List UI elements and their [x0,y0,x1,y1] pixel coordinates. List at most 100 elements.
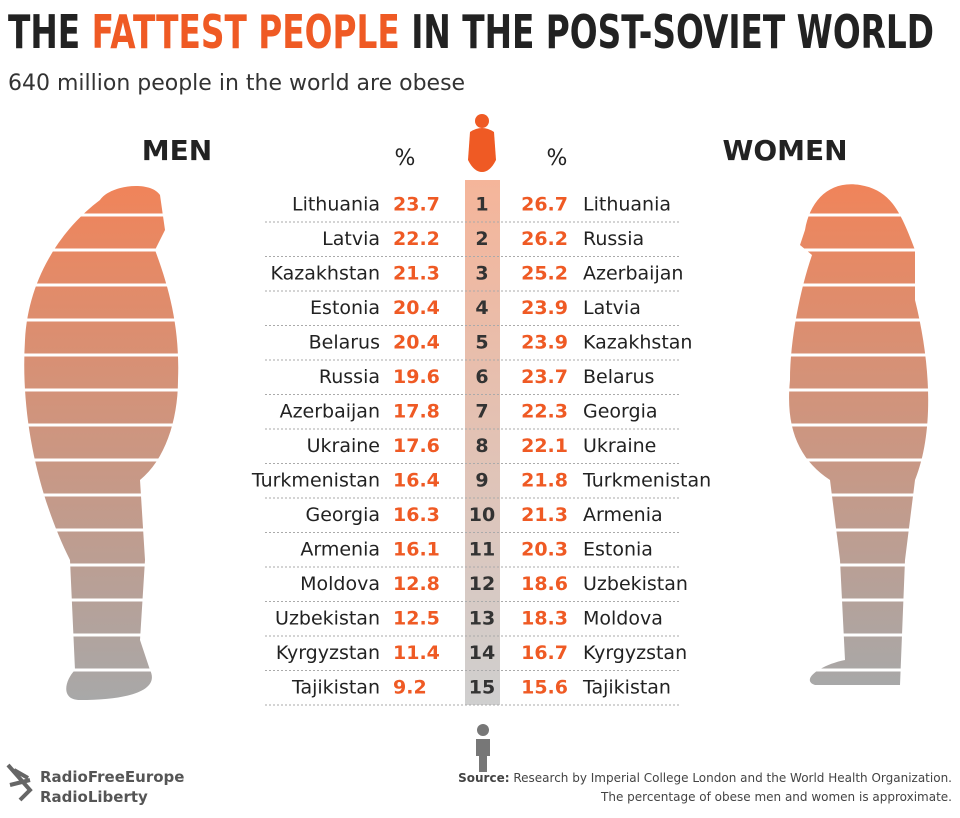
table-row: Latvia 22.2 2 26.2 Russia [265,228,680,257]
rank: 14 [469,642,495,664]
women-country: Tajikistan [582,677,671,699]
title-end: IN THE POST-SOVIET WORLD [411,5,934,59]
men-value: 9.2 [393,677,427,699]
man-silhouette [24,185,179,700]
women-country: Latvia [583,297,641,319]
men-country: Tajikistan [291,677,380,699]
women-value: 23.7 [521,366,568,388]
men-country: Kyrgyzstan [276,642,380,664]
source-label: Source: [458,771,509,785]
men-value: 16.1 [393,539,440,561]
rank-band [465,180,500,705]
women-country: Kyrgyzstan [583,642,687,664]
men-value: 17.8 [393,401,440,423]
men-value: 16.4 [393,470,440,492]
women-country: Estonia [583,539,653,561]
men-value: 16.3 [393,504,440,526]
women-value: 18.6 [521,573,568,595]
logo-line2: RadioLiberty [40,788,148,806]
table-row: Kyrgyzstan 11.4 14 16.7 Kyrgyzstan [265,642,687,671]
women-value: 23.9 [521,297,568,319]
table-row: Kazakhstan 21.3 3 25.2 Azerbaijan [265,263,683,292]
women-country: Moldova [583,608,663,630]
table-row: Georgia 16.3 10 21.3 Armenia [265,504,680,533]
women-country: Armenia [583,504,663,526]
women-value: 21.8 [521,470,568,492]
rank: 1 [475,194,488,216]
subtitle: 640 million people in the world are obes… [8,71,465,96]
rank: 7 [475,401,488,423]
person-icon-bottom [476,724,490,772]
women-value: 16.7 [521,642,568,664]
women-country: Georgia [583,401,658,423]
table-row: Estonia 20.4 4 23.9 Latvia [265,297,680,326]
women-country: Belarus [583,366,654,388]
men-country: Moldova [300,573,380,595]
women-value: 20.3 [521,539,568,561]
women-value: 26.2 [521,228,568,250]
rank: 2 [475,228,488,250]
women-value: 25.2 [521,263,568,285]
men-country: Turkmenistan [251,470,380,492]
source: Source: Research by Imperial College Lon… [458,771,952,785]
men-country: Russia [319,366,380,388]
rank: 4 [475,297,488,319]
women-value: 26.7 [521,194,568,216]
rank: 11 [469,539,495,561]
table-row: Russia 19.6 6 23.7 Belarus [265,366,680,395]
men-value: 12.8 [393,573,440,595]
table-row: Lithuania 23.7 1 26.7 Lithuania [265,194,680,223]
women-country: Uzbekistan [583,573,688,595]
source-text: Research by Imperial College London and … [513,771,952,785]
men-country: Uzbekistan [275,608,380,630]
men-label: MEN [142,134,212,167]
rank: 8 [475,435,488,457]
ranking-table: Lithuania 23.7 1 26.7 Lithuania Latvia 22.2 2 26… [251,194,711,706]
rank: 12 [469,573,495,595]
rank: 9 [475,470,488,492]
men-country: Latvia [322,228,380,250]
women-label: WOMEN [722,134,847,167]
men-value: 17.6 [393,435,440,457]
men-country: Georgia [306,504,381,526]
women-country: Turkmenistan [582,470,711,492]
rank: 6 [475,366,488,388]
title-highlight: FATTEST PEOPLE [92,5,400,59]
women-value: 15.6 [521,677,568,699]
men-value: 12.5 [393,608,440,630]
table-row: Azerbaijan 17.8 7 22.3 Georgia [265,401,680,430]
men-value: 20.4 [393,297,440,319]
women-country: Kazakhstan [583,332,692,354]
table-row: Moldova 12.8 12 18.6 Uzbekistan [265,573,688,602]
person-icon-top [468,114,496,172]
women-country: Ukraine [583,435,656,457]
title-start: THE [8,5,80,59]
note: The percentage of obese men and women is… [600,790,952,804]
table-row: Armenia 16.1 11 20.3 Estonia [265,539,680,568]
women-country: Russia [583,228,644,250]
men-country: Ukraine [307,435,380,457]
men-value: 23.7 [393,194,440,216]
table-row: Tajikistan 9.2 15 15.6 Tajikistan [265,677,680,706]
men-country: Armenia [300,539,380,561]
men-value: 19.6 [393,366,440,388]
title: THE FATTEST PEOPLE IN THE POST-SOVIET WO… [8,5,934,59]
men-country: Kazakhstan [271,263,380,285]
table-row: Uzbekistan 12.5 13 18.3 Moldova [265,608,680,637]
woman-silhouette [789,184,929,685]
women-unit: % [547,146,568,171]
men-country: Azerbaijan [280,401,380,423]
women-value: 22.3 [521,401,568,423]
men-value: 22.2 [393,228,440,250]
table-row: Ukraine 17.6 8 22.1 Ukraine [265,435,680,464]
men-value: 21.3 [393,263,440,285]
women-country: Azerbaijan [583,263,683,285]
rank: 15 [469,677,495,699]
rank: 10 [469,504,495,526]
table-row: Turkmenistan 16.4 9 21.8 Turkmenistan [251,470,711,499]
logo: RadioFreeEurope RadioLiberty [6,763,184,806]
women-country: Lithuania [583,194,671,216]
rank: 13 [469,608,495,630]
women-value: 21.3 [521,504,568,526]
